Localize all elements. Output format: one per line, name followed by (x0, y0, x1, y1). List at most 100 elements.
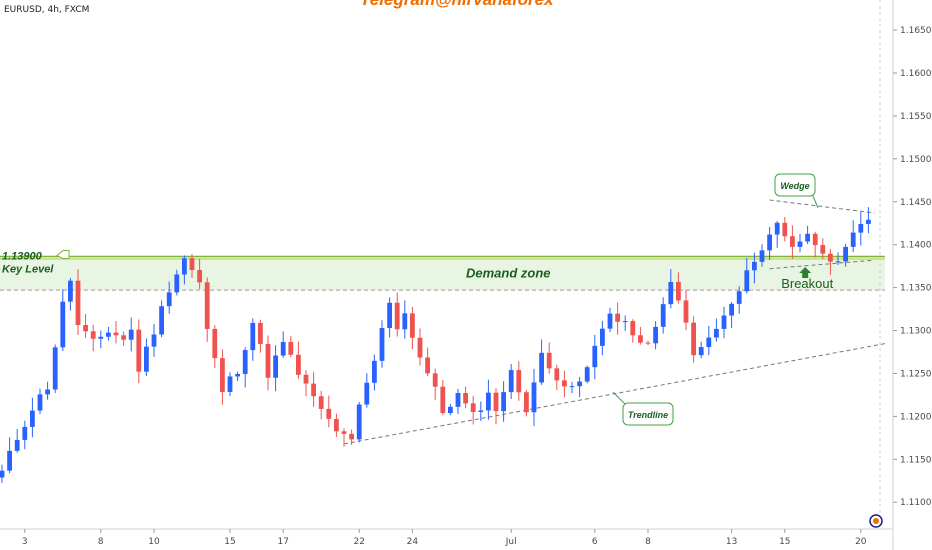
candle-body (676, 281, 681, 301)
time-tick-label: 15 (224, 537, 235, 547)
trendline-callout-pointer (612, 391, 626, 405)
candle-body (326, 408, 332, 419)
candle-body (14, 439, 20, 451)
key-level-value-label: 1.13900 (2, 251, 43, 263)
candle-body (22, 426, 28, 440)
candle-body (280, 342, 286, 356)
candle-body (250, 322, 256, 351)
hand-pointer-icon (56, 250, 70, 260)
candle-body (379, 328, 385, 361)
candle-body (432, 373, 438, 387)
candle-body (850, 232, 856, 247)
candle-body (698, 347, 704, 356)
candle-body (714, 328, 719, 338)
candle-body (30, 410, 35, 427)
time-tick-label: 3 (22, 537, 28, 547)
price-tick-label: 1.13500 (900, 284, 932, 294)
wedge-lower-line (769, 259, 875, 270)
price-tick-label: 1.16000 (900, 69, 932, 79)
time-tick-label: 20 (855, 537, 867, 547)
candle-body (341, 431, 347, 434)
candle-body (866, 219, 871, 224)
candle-body (265, 343, 271, 378)
candle-body (782, 222, 788, 237)
time-tick-label: 15 (779, 537, 790, 547)
candle-body (60, 301, 66, 348)
candle-body (83, 325, 88, 332)
candle-body (645, 342, 651, 344)
candle-body (455, 393, 461, 407)
time-tick-label: 17 (277, 537, 288, 547)
candle-body (334, 418, 339, 432)
candle-body (166, 292, 172, 307)
candle-body (508, 370, 514, 393)
price-tick-label: 1.11000 (900, 498, 932, 508)
breakout-arrow-icon (799, 267, 812, 279)
candle-body (790, 236, 795, 247)
candle-body (539, 352, 544, 383)
candle-body (546, 352, 552, 369)
price-tick-label: 1.13000 (900, 327, 932, 337)
trendline-label: Trendline (628, 410, 668, 420)
candle-body (820, 245, 826, 254)
wedge-upper-line (769, 199, 875, 214)
candle-body (128, 329, 134, 340)
price-tick-label: 1.12000 (900, 412, 932, 422)
wedge-callout-pointer (812, 195, 819, 209)
candle-body (493, 392, 499, 412)
candle-body (607, 313, 613, 329)
candle-body (402, 313, 408, 330)
trendline-callout-box (622, 402, 674, 426)
candle-body (318, 396, 324, 409)
candle-body (577, 381, 582, 387)
candle-body (440, 386, 446, 414)
candle-body (68, 280, 73, 302)
candle-body (417, 337, 423, 358)
price-tick-label: 1.15000 (900, 155, 932, 165)
candle-body (630, 321, 636, 336)
candle-body (90, 331, 96, 339)
price-tick-label: 1.12500 (900, 369, 932, 379)
candle-body (151, 334, 157, 347)
candle-body (759, 250, 765, 262)
time-tick-label: 10 (148, 537, 160, 547)
candle-body (622, 321, 628, 323)
time-tick-label: 22 (353, 537, 364, 547)
symbol-label: EURUSD, 4h, FXCM (4, 5, 90, 15)
candle-body (311, 383, 316, 397)
candle-body (683, 300, 689, 323)
candle-body (242, 350, 248, 374)
time-tick-label: Jul (505, 537, 517, 547)
candle-body (387, 302, 392, 329)
candle-body (569, 386, 575, 388)
candle-body (531, 382, 537, 413)
candle-body (364, 382, 370, 405)
candle-body (220, 358, 225, 392)
breakout-label: Breakout (781, 276, 833, 291)
candle-body (356, 404, 362, 440)
candle-body (835, 261, 841, 263)
candle-body (174, 274, 180, 293)
candle-body (121, 335, 126, 340)
demand-zone-label: Demand zone (466, 266, 551, 281)
candle-body (744, 270, 750, 292)
candle-body (52, 347, 58, 390)
candle-body (235, 373, 240, 377)
candle-body (736, 291, 742, 304)
candle-body (516, 370, 522, 393)
candle-body (554, 368, 560, 381)
price-tick-label: 1.11500 (900, 455, 932, 465)
candle-body (592, 345, 598, 368)
key-level-name-label: Key Level (2, 264, 54, 276)
candle-body (668, 281, 674, 305)
candle-body (425, 357, 430, 374)
candle-body (828, 253, 833, 262)
candle-body (0, 470, 5, 478)
candle-body (394, 302, 400, 330)
candle-body (615, 313, 620, 322)
demand-zone-band (0, 254, 885, 291)
candle-body (113, 332, 119, 336)
candle-body (212, 328, 218, 359)
